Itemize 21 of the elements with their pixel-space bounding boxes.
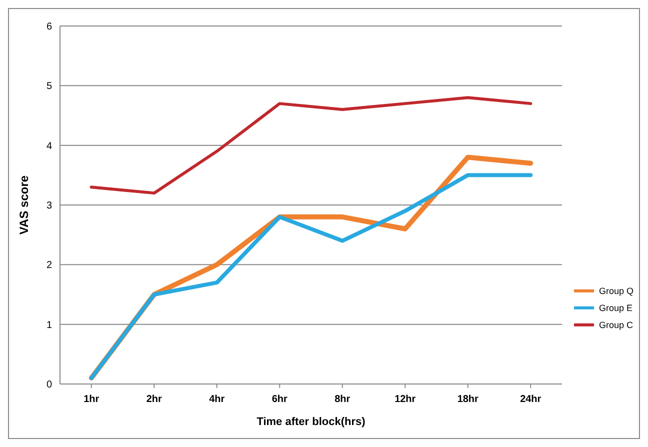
y-tick-label: 3 <box>46 200 52 212</box>
x-tick-label: 2hr <box>146 394 162 405</box>
y-tick-label: 6 <box>46 22 52 32</box>
y-tick-label: 5 <box>46 81 52 92</box>
x-tick-label: 24hr <box>520 394 542 405</box>
x-tick-label: 1hr <box>84 394 100 405</box>
x-tick-label: 12hr <box>394 394 416 405</box>
legend-label: Group C <box>599 320 634 330</box>
y-tick-label: 1 <box>46 320 52 331</box>
x-tick-label: 4hr <box>209 394 225 405</box>
x-tick-label: 18hr <box>457 394 479 405</box>
legend-label: Group E <box>599 303 633 314</box>
line-series <box>90 96 532 195</box>
x-axis-title: Time after block(hrs) <box>256 416 366 428</box>
x-tick-label: 6hr <box>272 394 288 405</box>
y-axis-title: VAS score <box>17 175 31 235</box>
legend-label: Group Q <box>599 286 634 296</box>
y-tick-label: 0 <box>46 380 52 390</box>
x-tick-label: 8hr <box>334 394 350 405</box>
y-tick-label: 4 <box>46 140 52 152</box>
y-tick-label: 2 <box>46 260 52 272</box>
